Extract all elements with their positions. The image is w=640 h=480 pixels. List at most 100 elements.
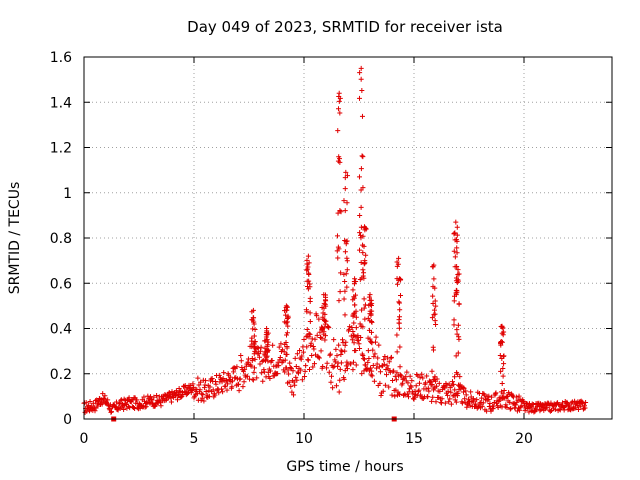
data-point: [436, 380, 442, 386]
data-point: [148, 396, 154, 402]
data-point: [497, 353, 503, 359]
data-point: [403, 374, 409, 380]
data-point: [283, 312, 289, 318]
data-point: [310, 344, 316, 350]
data-point: [528, 404, 534, 410]
data-point: [224, 387, 230, 393]
data-point: [351, 359, 356, 365]
data-point: [353, 292, 359, 298]
data-point: [547, 408, 553, 414]
data-point: [364, 366, 370, 372]
data-point: [384, 363, 390, 369]
data-point: [406, 394, 411, 400]
data-point: [323, 303, 329, 309]
data-point: [444, 382, 450, 388]
data-point: [286, 371, 292, 377]
data-point: [396, 320, 402, 326]
data-point: [454, 232, 460, 238]
data-point: [343, 271, 349, 277]
data-point: [163, 397, 169, 403]
data-point: [461, 389, 466, 395]
data-point: [417, 374, 423, 380]
data-point: [499, 355, 505, 361]
data-point: [491, 399, 497, 405]
data-point: [358, 204, 364, 210]
data-point: [360, 356, 366, 362]
data-point: [363, 362, 369, 368]
data-point: [561, 405, 567, 411]
data-point: [474, 397, 480, 403]
data-point: [248, 362, 254, 368]
data-point: [350, 287, 356, 293]
data-point: [363, 366, 369, 372]
data-point: [291, 392, 297, 398]
data-point: [282, 308, 288, 314]
data-point: [454, 288, 460, 294]
data-point: [439, 396, 445, 402]
data-point: [334, 233, 340, 239]
data-point: [326, 325, 332, 331]
data-point: [243, 363, 249, 369]
data-point: [569, 399, 575, 405]
data-point: [488, 408, 494, 414]
data-point: [446, 399, 452, 405]
data-point: [297, 348, 303, 354]
data-point: [262, 352, 268, 358]
data-points: [81, 65, 589, 422]
data-point: [322, 311, 328, 317]
data-point: [349, 337, 355, 343]
data-point: [356, 174, 362, 180]
data-point: [322, 337, 328, 343]
data-point: [197, 387, 203, 393]
data-point: [361, 261, 367, 267]
data-point: [402, 392, 408, 398]
data-point: [327, 351, 333, 357]
data-point: [227, 376, 233, 382]
data-point: [368, 339, 374, 345]
data-point: [244, 373, 250, 379]
data-point: [318, 348, 324, 354]
data-point: [293, 364, 299, 370]
data-point: [314, 332, 320, 338]
data-point: [87, 399, 93, 405]
data-point: [348, 361, 354, 367]
data-point: [320, 314, 326, 320]
data-point: [258, 344, 264, 350]
data-point: [394, 332, 400, 338]
data-point: [231, 365, 237, 371]
data-point: [154, 392, 160, 398]
data-point: [176, 385, 182, 391]
data-point: [361, 275, 367, 281]
data-point: [276, 344, 282, 350]
data-point: [325, 324, 331, 330]
data-point: [503, 402, 509, 408]
y-tick-label: 1.2: [50, 141, 72, 157]
data-point: [189, 388, 195, 394]
data-point: [342, 288, 348, 294]
data-point: [285, 323, 291, 329]
data-point: [294, 377, 300, 383]
data-point: [501, 361, 507, 367]
data-point: [149, 397, 155, 403]
data-point: [484, 408, 490, 414]
data-point: [393, 377, 399, 383]
data-point: [252, 345, 258, 351]
data-point: [451, 317, 457, 323]
data-point: [391, 368, 397, 374]
data-point: [451, 381, 457, 387]
data-point: [357, 247, 363, 253]
data-point: [557, 406, 563, 412]
data-point: [431, 312, 437, 318]
data-point: [544, 404, 550, 410]
data-point: [158, 403, 164, 409]
data-point: [238, 358, 244, 364]
data-point: [148, 394, 154, 400]
data-point: [304, 278, 310, 284]
data-point: [453, 353, 459, 359]
data-point: [452, 293, 458, 299]
data-point: [336, 154, 342, 160]
data-point: [307, 318, 313, 324]
data-point: [282, 357, 288, 363]
data-point: [420, 375, 426, 381]
data-point: [146, 399, 152, 405]
